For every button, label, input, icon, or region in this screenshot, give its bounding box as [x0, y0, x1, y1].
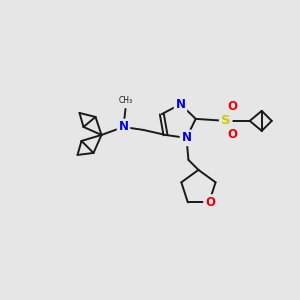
Text: O: O [228, 100, 238, 113]
Text: N: N [182, 131, 191, 144]
Text: S: S [221, 114, 230, 128]
Text: N: N [176, 98, 185, 111]
Text: O: O [205, 196, 215, 209]
Text: O: O [228, 128, 238, 141]
Text: N: N [118, 120, 128, 134]
Text: CH₃: CH₃ [118, 96, 133, 105]
